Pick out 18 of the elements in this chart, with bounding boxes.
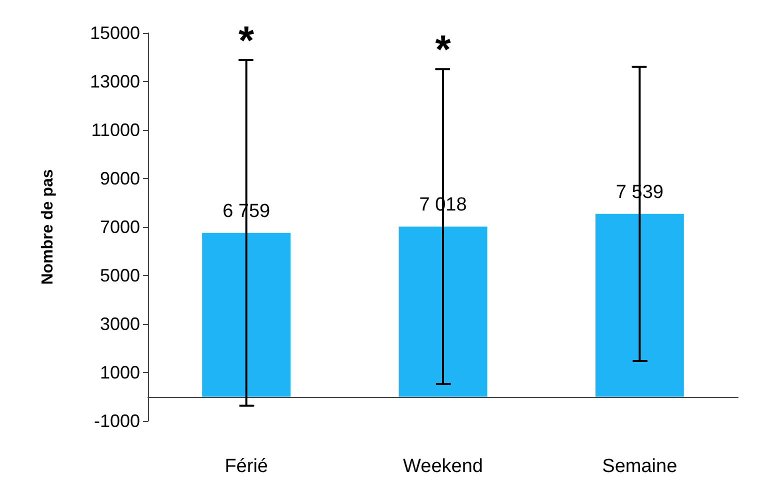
y-tick-label: 3000 bbox=[100, 314, 140, 334]
y-tick-label: 9000 bbox=[100, 168, 140, 188]
y-tick-label: 15000 bbox=[90, 23, 140, 43]
x-tick-label: Férié bbox=[224, 456, 268, 477]
y-tick-label: -1000 bbox=[94, 411, 140, 431]
annotation: * bbox=[435, 28, 452, 72]
x-tick-label: Semaine bbox=[602, 456, 678, 477]
y-tick-label: 1000 bbox=[100, 362, 140, 382]
y-tick-label: 11000 bbox=[91, 120, 140, 140]
y-tick-label: 7000 bbox=[100, 217, 140, 237]
x-tick-label: Weekend bbox=[403, 456, 483, 477]
bar bbox=[595, 214, 684, 397]
bar bbox=[202, 232, 291, 397]
y-tick-label: 13000 bbox=[90, 72, 140, 92]
bar bbox=[398, 226, 488, 397]
y-axis-title: Nombre de pas bbox=[40, 169, 56, 285]
annotation: * bbox=[238, 18, 255, 63]
y-tick-label: 5000 bbox=[100, 266, 140, 286]
